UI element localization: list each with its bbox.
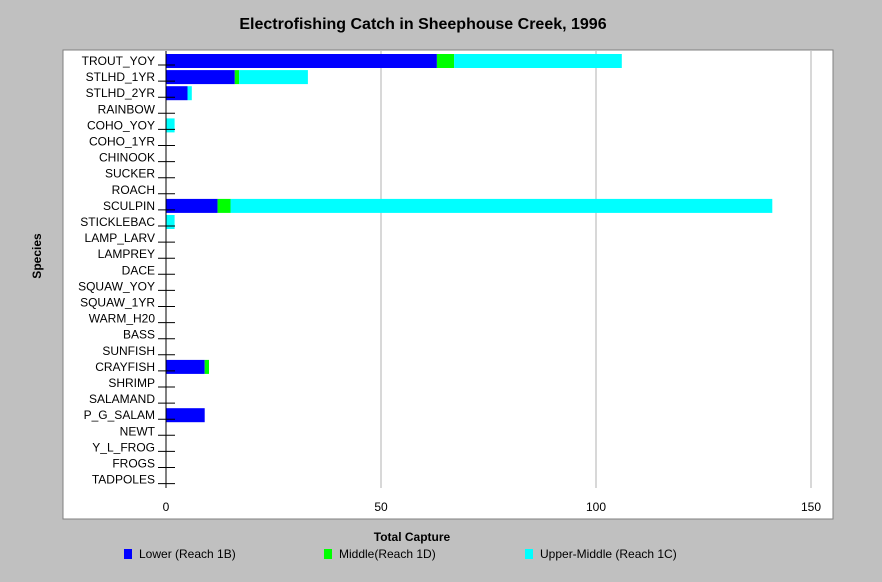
x-tick-label: 0 xyxy=(163,500,170,514)
bar-segment xyxy=(166,118,175,133)
y-tick-label: SQUAW_1YR xyxy=(80,296,155,310)
y-tick-label: CHINOOK xyxy=(99,151,155,165)
y-axis-label: Species xyxy=(30,233,44,279)
legend-label: Lower (Reach 1B) xyxy=(139,547,236,561)
y-tick-label: RAINBOW xyxy=(98,102,156,116)
legend-swatch xyxy=(525,549,533,559)
y-tick-label: Y_L_FROG xyxy=(92,440,155,454)
bar-segment xyxy=(166,215,175,229)
bar-segment xyxy=(239,70,308,85)
legend-label: Middle(Reach 1D) xyxy=(339,547,436,561)
legend-item: Upper-Middle (Reach 1C) xyxy=(525,547,677,561)
legend-label: Upper-Middle (Reach 1C) xyxy=(540,547,677,561)
legend-swatch xyxy=(324,549,332,559)
bar-segment xyxy=(166,359,205,374)
y-tick-label: SUCKER xyxy=(105,167,155,181)
y-tick-label: DACE xyxy=(122,263,155,277)
x-tick-label: 50 xyxy=(374,500,388,514)
bar-segment xyxy=(166,54,437,68)
y-tick-label: NEWT xyxy=(120,424,156,438)
bar-segment xyxy=(204,359,209,374)
legend: Lower (Reach 1B) Middle(Reach 1D) Upper-Mi… xyxy=(124,547,824,563)
bar-segment xyxy=(166,408,205,423)
y-tick-label: TADPOLES xyxy=(92,473,155,487)
legend-swatch xyxy=(124,549,132,559)
x-tick-label: 100 xyxy=(586,500,606,514)
y-tick-label: COHO_1YR xyxy=(89,135,155,149)
y-tick-label: LAMPREY xyxy=(98,247,155,261)
y-tick-label: STICKLEBAC xyxy=(80,215,155,229)
y-tick-label: SALAMAND xyxy=(89,392,155,406)
bar-segment xyxy=(436,54,455,68)
y-tick-label: SUNFISH xyxy=(102,344,155,358)
y-tick-label: FROGS xyxy=(112,457,155,471)
y-tick-label: LAMP_LARV xyxy=(85,231,155,245)
y-tick-label: ROACH xyxy=(112,183,155,197)
y-tick-label: SQUAW_YOY xyxy=(78,279,155,293)
y-tick-label: COHO_YOY xyxy=(87,118,155,132)
bar-segment xyxy=(234,70,240,85)
y-tick-label: SCULPIN xyxy=(103,199,155,213)
bar-segment xyxy=(454,54,622,68)
bar-segment xyxy=(187,86,192,101)
y-tick-label: CRAYFISH xyxy=(95,360,155,374)
y-tick-label: WARM_H20 xyxy=(89,312,156,326)
chart-title: Electrofishing Catch in Sheephouse Creek… xyxy=(239,16,607,33)
plot-panel xyxy=(62,49,834,520)
y-tick-label: STLHD_1YR xyxy=(86,70,156,84)
legend-item: Middle(Reach 1D) xyxy=(324,547,436,561)
x-tick-label: 150 xyxy=(801,500,821,514)
bar-segment xyxy=(166,70,235,85)
y-tick-label: P_G_SALAM xyxy=(84,408,155,422)
bar-segment xyxy=(166,198,218,213)
y-tick-label: SHRIMP xyxy=(108,376,155,390)
bar-segment xyxy=(166,86,188,101)
y-tick-label: BASS xyxy=(123,328,155,342)
y-tick-label: TROUT_YOY xyxy=(82,54,155,68)
x-axis-label: Total Capture xyxy=(374,530,451,544)
bar-segment xyxy=(217,198,231,213)
y-tick-label: STLHD_2YR xyxy=(86,86,156,100)
bar-segment xyxy=(230,198,773,213)
legend-item: Lower (Reach 1B) xyxy=(124,547,236,561)
